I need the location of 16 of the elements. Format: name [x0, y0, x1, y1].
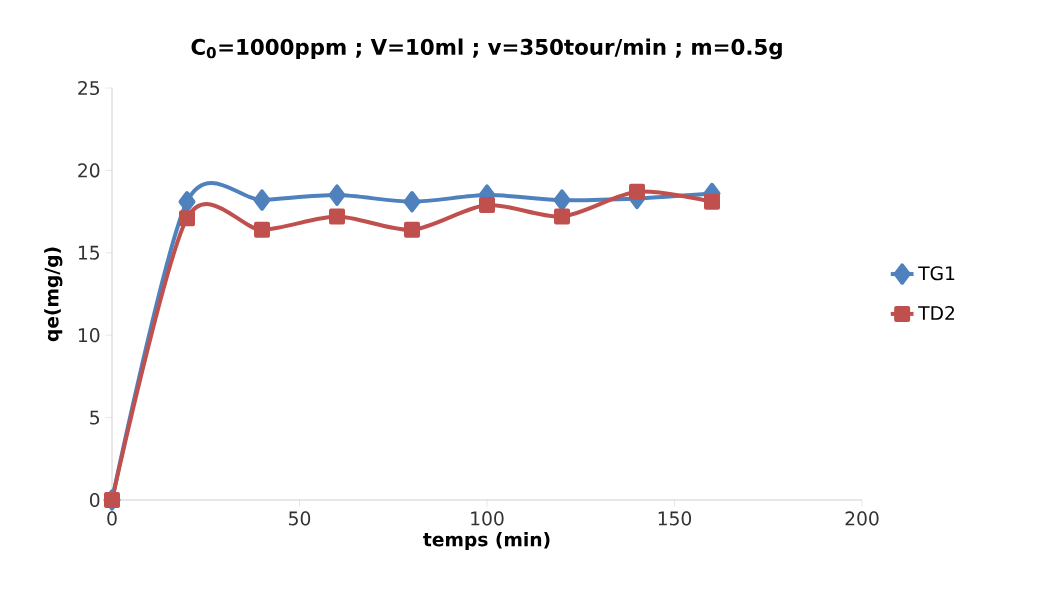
- y-tick-label: 15: [78, 245, 99, 260]
- y-tick-label: 0: [89, 492, 100, 508]
- x-tick-label: 200: [845, 511, 879, 526]
- y-axis-title: qe(mg/g): [44, 247, 63, 342]
- legend-label: TD2: [918, 305, 954, 320]
- x-tick-label: 50: [289, 511, 311, 526]
- y-tick-label: 20: [78, 163, 100, 178]
- x-axis-title: temps (min): [423, 531, 550, 551]
- y-tick-label: 10: [78, 328, 100, 343]
- y-tick-label: 5: [90, 410, 99, 425]
- x-tick-label: 150: [658, 511, 692, 526]
- chart-title: C$_{0}$=1000ppm ; V=10ml ; v=350tour/min ; m=0.5g: [191, 38, 782, 60]
- y-tick-label: 25: [78, 80, 99, 96]
- legend-label: TG1: [918, 266, 955, 281]
- x-tick-label: 100: [471, 511, 504, 526]
- x-tick-label: 0: [107, 511, 117, 526]
